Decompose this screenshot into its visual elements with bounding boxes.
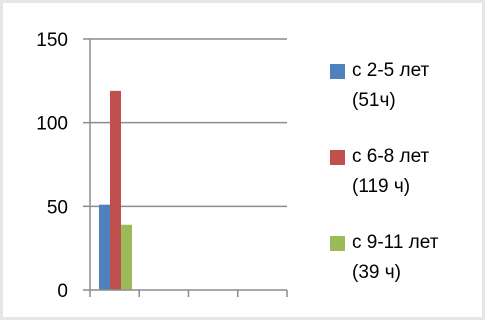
- legend: с 2-5 лет (51ч) с 6-8 лет (119 ч) с 9-11…: [330, 56, 480, 314]
- gridlines: [90, 38, 287, 208]
- bars: [99, 90, 132, 290]
- legend-item-1: с 2-5 лет (51ч): [330, 56, 480, 142]
- bar-series-2-cat-1: [110, 90, 121, 290]
- y-tick-label-100: 100: [36, 114, 68, 135]
- legend-label-1: с 2-5 лет (51ч): [352, 60, 430, 111]
- legend-item-3: с 9-11 лет (39 ч): [330, 228, 480, 314]
- legend-swatch-2: [330, 150, 345, 165]
- y-tick-label-150: 150: [36, 30, 68, 51]
- legend-label-2: с 6-8 лет (119 ч): [352, 146, 430, 197]
- bar-series-1-cat-1: [99, 204, 110, 290]
- y-tick-labels: 0 50 100 150: [36, 30, 68, 302]
- legend-swatch-3: [330, 236, 345, 251]
- axes: [83, 38, 288, 297]
- y-tick-label-50: 50: [47, 197, 68, 218]
- y-tick-label-0: 0: [57, 281, 68, 302]
- legend-label-3: с 9-11 лет (39 ч): [352, 232, 439, 283]
- legend-item-2: с 6-8 лет (119 ч): [330, 142, 480, 228]
- legend-swatch-1: [330, 64, 345, 79]
- bar-series-3-cat-1: [121, 224, 132, 290]
